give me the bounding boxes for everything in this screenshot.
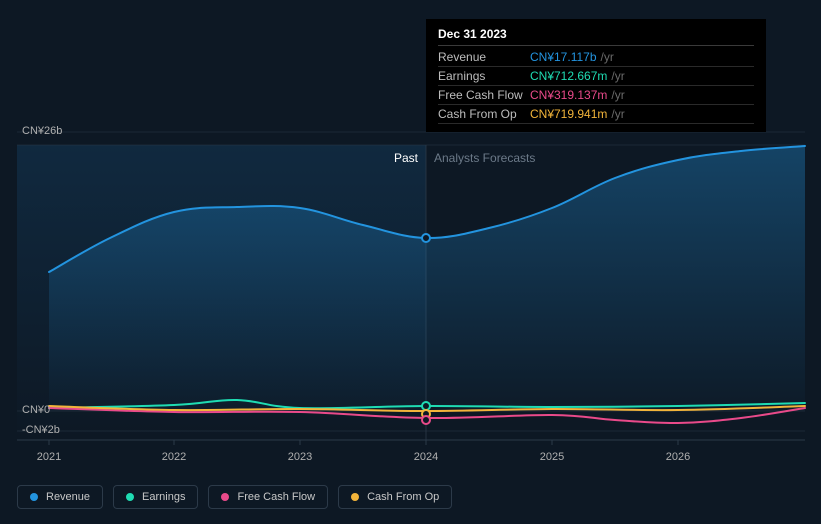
legend-item-label: Earnings — [142, 491, 185, 503]
tooltip-row-value: CN¥319.137m — [530, 88, 607, 102]
x-axis-label: 2025 — [532, 451, 572, 463]
tooltip-row-unit: /yr — [611, 69, 624, 83]
tooltip-row-value: CN¥17.117b — [530, 50, 597, 64]
legend-dot-icon — [221, 493, 229, 501]
past-label: Past — [394, 151, 418, 165]
hover-tooltip: Dec 31 2023 RevenueCN¥17.117b/yrEarnings… — [426, 19, 766, 132]
tooltip-row-free-cash-flow: Free Cash FlowCN¥319.137m/yr — [438, 86, 754, 105]
y-axis-label: -CN¥2b — [22, 424, 60, 436]
legend-dot-icon — [351, 493, 359, 501]
legend-item-label: Revenue — [46, 491, 90, 503]
tooltip-date: Dec 31 2023 — [438, 27, 754, 46]
x-axis-label: 2024 — [406, 451, 446, 463]
legend-item-earnings[interactable]: Earnings — [113, 485, 198, 509]
legend-dot-icon — [126, 493, 134, 501]
hover-marker-fcf — [421, 415, 431, 425]
tooltip-row-label: Earnings — [438, 69, 530, 83]
forecast-label: Analysts Forecasts — [434, 151, 535, 165]
x-axis-label: 2021 — [29, 451, 69, 463]
tooltip-row-label: Cash From Op — [438, 107, 530, 121]
x-axis-label: 2023 — [280, 451, 320, 463]
tooltip-row-value: CN¥712.667m — [530, 69, 607, 83]
legend-item-label: Cash From Op — [367, 491, 439, 503]
tooltip-row-cash-from-op: Cash From OpCN¥719.941m/yr — [438, 105, 754, 124]
y-axis-label: CN¥26b — [22, 125, 62, 137]
legend-item-label: Free Cash Flow — [237, 491, 315, 503]
x-axis-label: 2026 — [658, 451, 698, 463]
tooltip-row-unit: /yr — [611, 107, 624, 121]
legend-item-fcf[interactable]: Free Cash Flow — [208, 485, 328, 509]
x-axis-label: 2022 — [154, 451, 194, 463]
legend-item-cfo[interactable]: Cash From Op — [338, 485, 452, 509]
financials-chart: Dec 31 2023 RevenueCN¥17.117b/yrEarnings… — [0, 0, 821, 524]
tooltip-row-label: Revenue — [438, 50, 530, 64]
legend-item-revenue[interactable]: Revenue — [17, 485, 103, 509]
legend-dot-icon — [30, 493, 38, 501]
tooltip-row-unit: /yr — [601, 50, 614, 64]
tooltip-row-earnings: EarningsCN¥712.667m/yr — [438, 67, 754, 86]
hover-marker-revenue — [421, 233, 431, 243]
y-axis-label: CN¥0 — [22, 404, 50, 416]
legend: Revenue Earnings Free Cash Flow Cash From O… — [17, 485, 452, 509]
tooltip-row-revenue: RevenueCN¥17.117b/yr — [438, 48, 754, 67]
tooltip-row-unit: /yr — [611, 88, 624, 102]
tooltip-row-label: Free Cash Flow — [438, 88, 530, 102]
tooltip-row-value: CN¥719.941m — [530, 107, 607, 121]
